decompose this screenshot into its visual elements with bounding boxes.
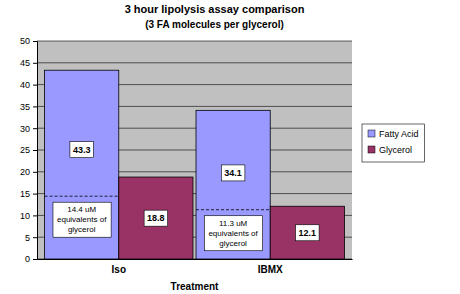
plot-background (37, 41, 352, 259)
bar (45, 70, 119, 259)
y-tick-mark (33, 237, 37, 238)
y-tick: 10 (20, 211, 37, 221)
annotation-box (53, 202, 111, 237)
data-labels: 43.3 34.1 18.8 12.1 (70, 142, 319, 241)
y-tick: 25 (20, 145, 37, 155)
data-label: 18.8 (147, 213, 165, 223)
y-tick-label: 5 (25, 233, 30, 243)
y-tick-label: 30 (20, 124, 30, 134)
y-tick-mark (33, 128, 37, 129)
x-tick-label: IBMX (258, 264, 283, 275)
y-tick-mark (33, 85, 37, 86)
y-tick-mark (33, 41, 37, 42)
y-tick: 30 (20, 124, 37, 134)
grid-line (37, 62, 352, 63)
grid (37, 41, 352, 259)
y-tick: 45 (20, 58, 37, 68)
y-tick-label: 15 (20, 189, 30, 199)
annotation-line (45, 196, 119, 197)
data-label-box (296, 225, 320, 241)
annotations: 14.4 uMequivalents ofglycerol 11.3 uMequi… (53, 202, 263, 251)
annotation: 11.3 uMequivalents ofglycerol (204, 216, 262, 251)
y-tick-mark (33, 215, 37, 216)
y-tick-mark (33, 106, 37, 107)
legend-box (362, 124, 425, 162)
y-tick-mark (33, 172, 37, 173)
data-label: 12.1 (299, 228, 317, 238)
y-tick-label: 20 (20, 167, 30, 177)
annotation-box (204, 216, 262, 251)
y-tick-mark (33, 150, 37, 151)
y-tick-label: 40 (20, 80, 30, 90)
y-tick-label: 45 (20, 58, 30, 68)
y-tick: 5 (25, 233, 37, 243)
data-label-box (144, 210, 168, 226)
data-label-group: 34.1 (221, 165, 245, 181)
y-tick-mark (33, 63, 37, 64)
y-tick-label: 10 (20, 211, 30, 221)
x-tick: Iso (112, 259, 126, 275)
chart-svg: 3 hour lipolysis assay comparison (3 FA m… (0, 0, 460, 294)
grid-line (37, 41, 352, 42)
x-axis-title: Treatment (171, 281, 219, 292)
title: 3 hour lipolysis assay comparison (125, 3, 305, 15)
annotation: 14.4 uMequivalents ofglycerol (53, 202, 111, 237)
y-tick: 15 (20, 189, 37, 199)
y-tick: 20 (20, 167, 37, 177)
bar (119, 177, 193, 259)
legend-swatch (368, 130, 375, 137)
y-tick-label: 0 (25, 254, 30, 264)
y-tick-label: 25 (20, 145, 30, 155)
data-label-box (70, 142, 94, 158)
bars (45, 70, 345, 259)
data-label-box (221, 165, 245, 181)
legend-label: Fatty Acid (379, 129, 419, 139)
subtitle: (3 FA molecules per glycerol) (145, 19, 284, 30)
annotation-line (196, 209, 270, 210)
x-axis: Iso IBMX (38, 259, 353, 275)
y-tick-mark (33, 194, 37, 195)
y-tick: 40 (20, 80, 37, 90)
y-axis: 0 5 10 15 20 25 30 35 40 45 50 (20, 36, 38, 264)
data-label-group: 43.3 (70, 142, 94, 158)
legend: Fatty Acid Glycerol (362, 124, 425, 162)
annotation-text: 14.4 uMequivalents ofglycerol (57, 205, 107, 234)
legend-item: Glycerol (368, 145, 412, 155)
bar (196, 110, 270, 259)
y-tick-label: 35 (20, 102, 30, 112)
data-label: 34.1 (224, 168, 242, 178)
y-tick-label: 50 (20, 36, 30, 46)
data-label-group: 18.8 (144, 210, 168, 226)
x-tick-label: Iso (112, 264, 126, 275)
y-tick: 0 (25, 254, 37, 264)
plot: 14.4 uMequivalents ofglycerol 11.3 uMequi… (20, 36, 353, 275)
data-label-group: 12.1 (296, 225, 320, 241)
x-tick: IBMX (258, 259, 283, 275)
y-tick: 35 (20, 102, 37, 112)
legend-label: Glycerol (379, 145, 412, 155)
y-axis-line (33, 42, 38, 260)
y-tick: 50 (20, 36, 37, 46)
data-label: 43.3 (73, 145, 91, 155)
annotation-text: 11.3 uMequivalents ofglycerol (208, 219, 258, 248)
x-axis-line (38, 259, 353, 260)
legend-swatch (368, 146, 375, 153)
bar (270, 206, 344, 259)
legend-item: Fatty Acid (368, 129, 419, 139)
y-tick-mark (33, 259, 37, 260)
